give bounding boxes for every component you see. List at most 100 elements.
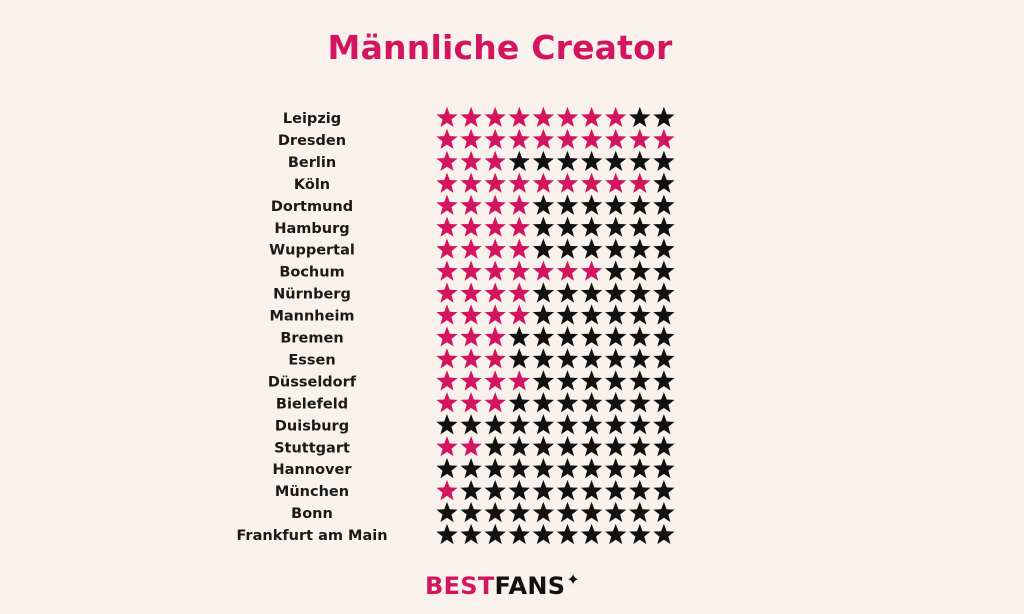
star-icon (508, 479, 530, 501)
star-icon-highlighted (460, 216, 482, 237)
star-icon (484, 523, 506, 545)
star-icon (532, 436, 555, 457)
chart-row: Stuttgart (274, 436, 675, 457)
logo-best-text: BEST (425, 572, 495, 600)
star-icon (580, 194, 603, 215)
star-icon-highlighted (484, 348, 506, 369)
star-icon (460, 458, 482, 479)
star-icon (580, 501, 603, 523)
star-icon (580, 304, 603, 325)
star-icon-highlighted (605, 128, 627, 150)
star-icon-highlighted (629, 128, 651, 150)
star-icon (532, 304, 555, 325)
chart-row: Frankfurt am Main (236, 523, 675, 545)
star-icon (580, 414, 603, 435)
star-icon (629, 106, 651, 128)
star-icon (580, 392, 603, 413)
star-icon-highlighted (580, 172, 603, 193)
star-icon (629, 326, 651, 347)
star-icon (556, 414, 579, 435)
star-icon (653, 238, 675, 259)
city-label: Köln (294, 177, 330, 193)
star-icon (532, 326, 555, 347)
star-icon (556, 282, 579, 303)
star-icon-highlighted (460, 194, 482, 215)
star-icon (532, 501, 555, 523)
chart-row: Bonn (291, 501, 675, 523)
star-icon-highlighted (460, 326, 482, 347)
star-icon (532, 194, 555, 215)
star-icon (556, 194, 579, 215)
star-icon (653, 326, 675, 347)
star-icon-highlighted (532, 128, 555, 150)
star-icon (508, 458, 530, 479)
star-icon-highlighted (436, 479, 458, 501)
star-icon (605, 348, 627, 369)
star-icon-highlighted (484, 370, 506, 391)
star-icon (580, 348, 603, 369)
star-icon (508, 348, 530, 369)
star-icon (532, 523, 555, 545)
star-icon (605, 458, 627, 479)
star-icon (653, 501, 675, 523)
star-icon-highlighted (436, 436, 458, 457)
star-icon (556, 326, 579, 347)
star-icon (653, 414, 675, 435)
star-icon (580, 238, 603, 259)
city-label: Wuppertal (269, 243, 355, 259)
star-icon-highlighted (484, 172, 506, 193)
star-icon-highlighted (460, 238, 482, 259)
star-icon (629, 304, 651, 325)
star-icon-highlighted (556, 106, 579, 128)
star-icon (436, 523, 458, 545)
star-icon (460, 523, 482, 545)
city-label: Leipzig (283, 111, 341, 127)
star-icon (484, 458, 506, 479)
star-icon (605, 392, 627, 413)
star-icon (653, 392, 675, 413)
star-icon (605, 414, 627, 435)
star-icon (532, 392, 555, 413)
star-icon (436, 458, 458, 479)
bestfans-logo: BESTFANS✦ (425, 570, 581, 600)
chart-row: Wuppertal (269, 238, 675, 259)
star-icon-highlighted (460, 106, 482, 128)
star-icon (629, 348, 651, 369)
star-icon (556, 523, 579, 545)
star-icon-highlighted (508, 282, 530, 303)
star-icon-highlighted (532, 106, 555, 128)
star-icon (653, 370, 675, 391)
star-icon (532, 348, 555, 369)
star-icon-highlighted (436, 348, 458, 369)
star-icon (629, 392, 651, 413)
chart-row: Dortmund (271, 194, 675, 215)
star-icon-highlighted (436, 370, 458, 391)
chart-title: Männliche Creator (327, 28, 673, 67)
sparkle-icon: ✦ (566, 570, 581, 589)
star-icon (532, 216, 555, 237)
star-icon (580, 370, 603, 391)
star-icon (484, 436, 506, 457)
star-icon (556, 304, 579, 325)
star-icon-highlighted (508, 260, 530, 281)
star-icon (460, 479, 482, 501)
star-icon-highlighted (436, 260, 458, 281)
chart-row: Berlin (288, 150, 675, 171)
star-icon (556, 150, 579, 171)
city-label: Berlin (288, 155, 336, 171)
star-icon (580, 479, 603, 501)
chart-row: Düsseldorf (268, 370, 675, 391)
star-icon (605, 501, 627, 523)
star-icon (532, 414, 555, 435)
star-icon-highlighted (532, 172, 555, 193)
star-icon-highlighted (532, 260, 555, 281)
chart-row: Bochum (279, 260, 675, 281)
star-icon (605, 260, 627, 281)
star-icon (629, 260, 651, 281)
star-icon (605, 479, 627, 501)
star-icon (605, 326, 627, 347)
star-icon-highlighted (508, 370, 530, 391)
star-icon (580, 216, 603, 237)
chart-row: Hamburg (274, 216, 675, 237)
star-icon (532, 282, 555, 303)
